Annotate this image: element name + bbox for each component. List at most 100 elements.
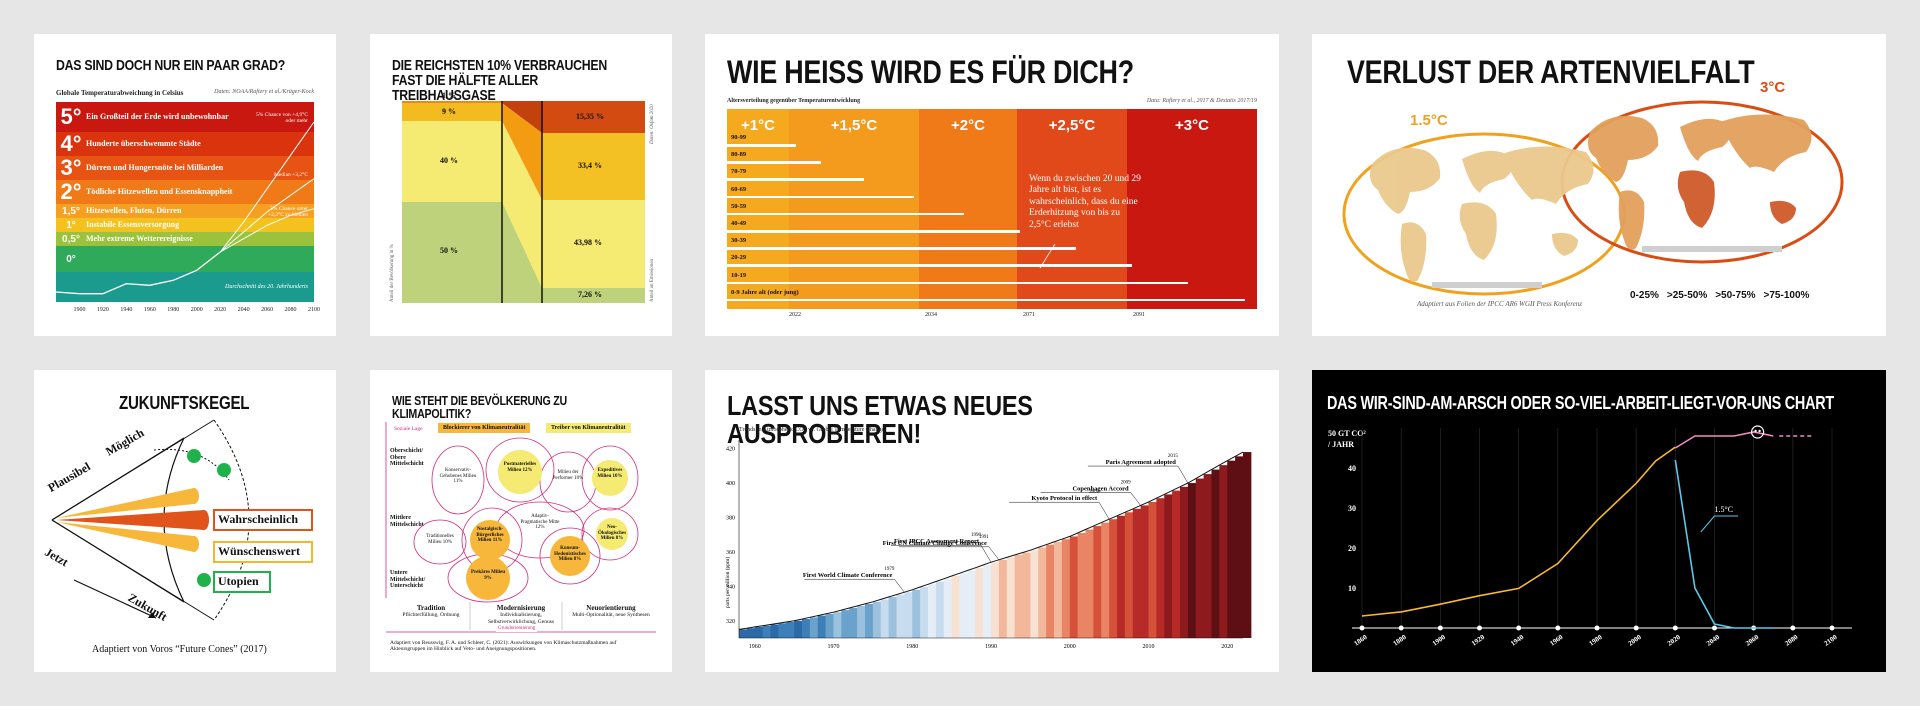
age-label: 40-49 [731, 220, 747, 227]
event-leader [988, 546, 1000, 560]
box-utopien [213, 571, 271, 593]
temperature-stripe [1069, 536, 1079, 638]
orientation-body: Pflichterfüllung, Ordnung [402, 612, 460, 619]
band-degree: 1° [66, 219, 76, 231]
card7-title: LASST UNS ETWAS NEUES AUSPROBIEREN! [727, 390, 1033, 449]
x-tick-dot [1633, 625, 1639, 631]
year-tick: 2020 [214, 307, 227, 313]
temperature-stripe [809, 617, 819, 638]
em-bar-7 [542, 288, 645, 303]
temp-column-label: +2,5°C [1048, 117, 1096, 134]
age-bar [727, 230, 1021, 233]
card6-title: WIE STEHT DIE BEVÖLKERUNG ZU KLIMAPOLITI… [392, 393, 567, 421]
y-tick-label: 340 [726, 584, 735, 590]
cone-yellow-top [56, 488, 194, 518]
y-tick-label: 400 [726, 481, 735, 487]
y-axis-label: parts per million (ppm) [724, 557, 731, 608]
milieu-prekaer: Prekäres Milieu 9% [470, 570, 506, 581]
x-tick-label: 2000 [1627, 633, 1643, 648]
event-label: Paris Agreement adopted [1106, 459, 1177, 466]
year-tick: 2022 [789, 312, 801, 318]
year-tick: 2080 [284, 307, 297, 313]
annot-top: 5% Chance von +4,9°C oder mehr [255, 112, 308, 125]
card1-years: 1900 1920 1940 1960 1980 2000 2020 2040 2060 2080… [56, 307, 320, 317]
temp-column: +2°C [919, 109, 1017, 309]
age-bar [727, 144, 796, 147]
temperature-stripe [1124, 512, 1134, 638]
age-rows: 90-99 80-89 70-79 60-69 50-59 40-49 30-39 20-29… [727, 134, 1257, 309]
age-label: 60-69 [731, 185, 747, 193]
orientation-columns: Tradition Pflichterfüllung, Ordnung Modern… [386, 604, 656, 626]
year-tick: 1980 [167, 307, 180, 313]
x-tick-label: 2020 [1221, 644, 1233, 650]
card4-title: VERLUST DER ARTENVIELFALT [1347, 54, 1755, 90]
card1-subtitle: Globale Temperaturabweichung in Celsius [56, 89, 184, 97]
box-wuenschenswert [213, 541, 313, 563]
temperature-stripe [928, 584, 937, 638]
x-tick-dot [1516, 625, 1522, 631]
card5-title: ZUKUNFTSKEGEL [119, 393, 250, 413]
y-tick-label: 320 [726, 619, 735, 625]
temperature-bands: 5° Ein Großteil der Erde wird unbewohnbar… [56, 102, 314, 302]
year-tick: 2034 [925, 312, 937, 318]
temperature-stripe [1101, 522, 1110, 638]
temp-column-label: +1°C [741, 117, 775, 134]
temperature-stripe [1061, 539, 1071, 638]
emissions-chart [402, 101, 645, 303]
temperature-stripe [991, 562, 1000, 638]
pop-label-9: 9 % [442, 107, 456, 116]
temperature-stripe [865, 603, 874, 638]
orientation-col: Modernisierung Individualisierung, Selbst… [476, 604, 566, 626]
temperature-stripe [1006, 557, 1016, 638]
cone-yellow-bottom [56, 522, 194, 552]
card-co2-stripes: LASST UNS ETWAS NEUES AUSPROBIEREN! Tren… [705, 370, 1279, 672]
age-bar [727, 281, 1189, 285]
orientation-col: Tradition Pflichterfüllung, Ordnung [386, 604, 476, 626]
y-tick-label: 380 [726, 515, 735, 521]
x-tick-dot [1359, 625, 1365, 631]
temperature-stripe [857, 605, 866, 638]
temp-column: +1°C [727, 109, 789, 309]
x-tick-label: 1900 [1431, 633, 1447, 648]
milieu-postmateriell: Postmaterielles Milieu 12% [503, 462, 537, 473]
y-tick-label: 30 [1348, 504, 1356, 513]
temperature-stripe [1132, 508, 1142, 638]
label-wahrscheinlich: Wahrscheinlich [218, 512, 299, 526]
event-year: 1979 [884, 567, 895, 572]
age-label: 80-89 [731, 151, 747, 159]
temperature-stripe [849, 608, 858, 638]
band-text: Mehr extreme Wetterereignisse [86, 233, 193, 243]
temp-line [219, 121, 314, 253]
event-label: Kyoto Protocol in effect [1031, 495, 1098, 502]
temperature-stripe [1243, 452, 1252, 638]
year-tick: 1920 [96, 307, 109, 313]
band-degree: 0,5° [62, 233, 80, 245]
temp-line [219, 178, 314, 253]
emission-series-line [1674, 459, 1774, 629]
flow-9 [502, 103, 542, 200]
future-cone-diagram [51, 419, 313, 621]
y-tick-label: 360 [726, 550, 735, 556]
card8-yunit: 50 GT CO² / JAHR [1328, 429, 1366, 450]
milieu-nostalgisch: Nostalgisch-Bürgerliches Milieu 11% [476, 527, 504, 543]
x-tick-label: 1860 [1353, 633, 1369, 648]
temp-column: +1,5°C [789, 109, 919, 309]
temperature-stripe [1054, 541, 1063, 638]
emission-series-line [1361, 446, 1676, 617]
card6-source: Adaptiert von Reusswig, F. A. und Schlee… [390, 640, 617, 653]
biodiversity-maps [1342, 100, 1844, 296]
x-tick-label: 2040 [1705, 633, 1721, 648]
band-degree: 4° [60, 131, 82, 156]
event-leader [980, 545, 992, 563]
temperature-stripe [1022, 552, 1031, 638]
x-tick-label: 1880 [1392, 633, 1408, 648]
band-text: Instabile Essensversorgung [86, 219, 180, 229]
event-year: 1990 [971, 533, 982, 538]
event-label: First IPCC Assessment Report [894, 538, 980, 545]
temperature-stripe [872, 601, 882, 638]
age-label: 90-99 [731, 134, 747, 141]
legend-item: 0-25% [1630, 290, 1659, 301]
temp-column-label: +2°C [951, 117, 985, 134]
legend-item: >25-50% [1667, 290, 1707, 301]
band-text: Durchschnitt des 20. Jahrhunderts [225, 283, 308, 290]
